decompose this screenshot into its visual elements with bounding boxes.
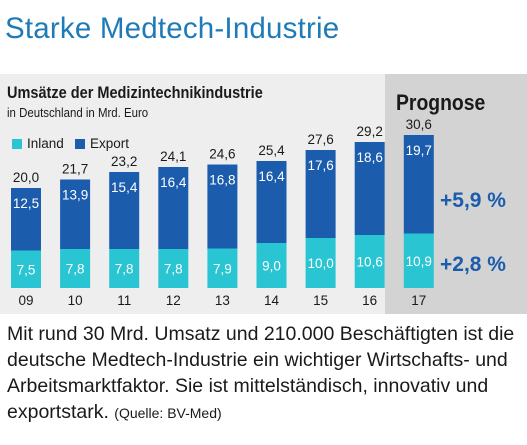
data-label-inland: 7,8: [164, 262, 183, 277]
data-label-export: 15,4: [111, 180, 138, 195]
x-tick-label: 09: [18, 293, 33, 308]
caption: Mit rund 30 Mrd. Umsatz und 210.000 Besc…: [7, 321, 522, 426]
legend-label-inland: Inland: [27, 136, 64, 151]
data-label-total: 30,6: [406, 117, 432, 132]
data-label-total: 24,6: [209, 147, 235, 162]
data-label-inland: 7,8: [115, 262, 134, 277]
x-tick-label: 16: [362, 293, 377, 308]
bar-inland: [109, 249, 140, 288]
data-label-export: 12,5: [13, 196, 39, 211]
bar-export: [256, 161, 287, 243]
bar-export: [207, 164, 238, 249]
data-label-total: 21,7: [62, 162, 88, 177]
bar-inland: [403, 233, 434, 288]
data-label-total: 20,0: [13, 170, 39, 185]
data-label-inland: 10,0: [307, 256, 333, 271]
data-label-total: 25,4: [258, 143, 285, 158]
bar-export: [11, 188, 41, 251]
data-label-export: 16,8: [209, 173, 235, 188]
bar-inland: [11, 250, 41, 288]
x-tick-label: 11: [117, 293, 131, 308]
bar-inland: [305, 238, 336, 288]
legend-swatch-export: [75, 138, 85, 149]
legend-label-export: Export: [90, 136, 130, 151]
bar-export: [109, 172, 140, 249]
source-note: (Quelle: BV-Med): [114, 405, 222, 421]
bar-export: [354, 142, 385, 235]
legend-item-inland: Inland: [12, 136, 64, 151]
data-label-inland: 7,9: [213, 261, 232, 276]
caption-text: Mit rund 30 Mrd. Umsatz und 210.000 Besc…: [7, 323, 515, 423]
data-label-export: 13,9: [62, 188, 88, 203]
data-label-inland: 10,9: [406, 254, 432, 269]
data-label-export: 18,6: [357, 150, 383, 165]
data-label-export: 19,7: [406, 143, 432, 158]
bar-export: [305, 150, 336, 238]
page-title: Starke Medtech-Industrie: [5, 12, 340, 45]
bar-inland: [207, 248, 238, 288]
data-label-total: 23,2: [111, 154, 137, 169]
data-label-export: 16,4: [258, 169, 285, 184]
bar-inland: [354, 235, 385, 288]
chart-subtitle: in Deutschland in Mrd. Euro: [7, 105, 149, 120]
data-label-inland: 10,6: [357, 255, 383, 270]
data-label-total: 29,2: [357, 124, 383, 139]
bar-inland: [60, 249, 91, 288]
legend-item-export: Export: [75, 136, 129, 151]
data-label-export: 16,4: [160, 175, 187, 190]
data-label-inland: 7,5: [17, 262, 36, 277]
data-label-total: 24,1: [160, 149, 186, 164]
data-label-inland: 7,8: [66, 262, 85, 277]
chart-title: Umsätze der Medizintechnikindustrie: [7, 84, 263, 102]
bar-export: [403, 135, 434, 234]
x-tick-label: 17: [411, 293, 426, 308]
growth-label-inland: +2,8 %: [440, 253, 506, 276]
x-tick-label: 12: [166, 293, 181, 308]
forecast-label: Prognose: [396, 90, 486, 115]
x-tick-label: 10: [68, 293, 83, 308]
x-tick-label: 14: [264, 293, 280, 308]
data-label-inland: 9,0: [262, 259, 281, 274]
legend-swatch-inland: [12, 138, 22, 149]
data-label-total: 27,6: [307, 132, 333, 147]
growth-label-export: +5,9 %: [440, 189, 506, 212]
bar-inland: [158, 249, 189, 288]
x-tick-label: 15: [313, 293, 328, 308]
data-label-export: 17,6: [307, 158, 333, 173]
bar-export: [158, 167, 189, 249]
bar-inland: [256, 243, 287, 288]
bar-export: [60, 179, 91, 249]
x-tick-label: 13: [215, 293, 230, 308]
